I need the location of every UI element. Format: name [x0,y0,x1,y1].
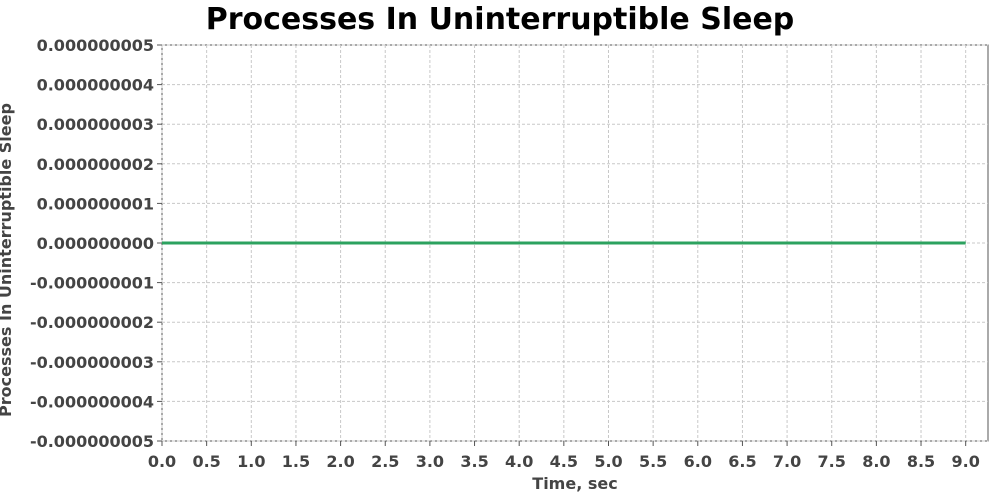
chart-title: Processes In Uninterruptible Sleep [206,2,795,37]
x-tick-label: 0.0 [148,452,176,471]
x-tick-label: 3.0 [416,452,444,471]
x-tick-label: 3.5 [460,452,488,471]
y-tick-label: 0.000000005 [37,36,154,55]
y-tick-label: 0.000000002 [37,155,154,174]
y-tick-label: -0.000000004 [30,392,154,411]
x-tick-label: 2.5 [371,452,399,471]
x-tick-label: 6.0 [684,452,712,471]
y-tick-label: -0.000000003 [30,353,154,372]
x-tick-label: 4.5 [550,452,578,471]
x-axis-ticks: 0.0 0.5 1.0 1.5 2.0 2.5 3.0 3.5 4.0 4.5 5.0 5.5 6.0 6… [148,441,980,471]
x-tick-label: 4.0 [505,452,533,471]
x-tick-label: 9.0 [952,452,980,471]
y-tick-label: -0.000000002 [30,313,154,332]
y-tick-label: 0.000000001 [37,194,154,213]
x-tick-label: 0.5 [192,452,220,471]
x-axis-label: Time, sec [532,474,617,493]
x-tick-label: 5.0 [594,452,622,471]
x-tick-label: 1.0 [237,452,265,471]
x-tick-label: 7.0 [773,452,801,471]
x-tick-label: 1.5 [282,452,310,471]
y-tick-label: -0.000000005 [30,432,154,451]
y-tick-label: -0.000000001 [30,274,154,293]
x-tick-label: 8.0 [862,452,890,471]
x-tick-label: 5.5 [639,452,667,471]
x-tick-label: 2.0 [326,452,354,471]
y-tick-label: 0.000000004 [37,76,154,95]
y-axis-ticks: 0.000000005 0.000000004 0.000000003 0.00000… [30,36,162,451]
y-axis-label: Processes In Uninterruptible Sleep [0,103,15,417]
x-tick-label: 7.5 [818,452,846,471]
x-tick-label: 8.5 [907,452,935,471]
x-tick-label: 6.5 [728,452,756,471]
y-tick-label: 0.000000000 [37,234,154,253]
y-tick-label: 0.000000003 [37,115,154,134]
